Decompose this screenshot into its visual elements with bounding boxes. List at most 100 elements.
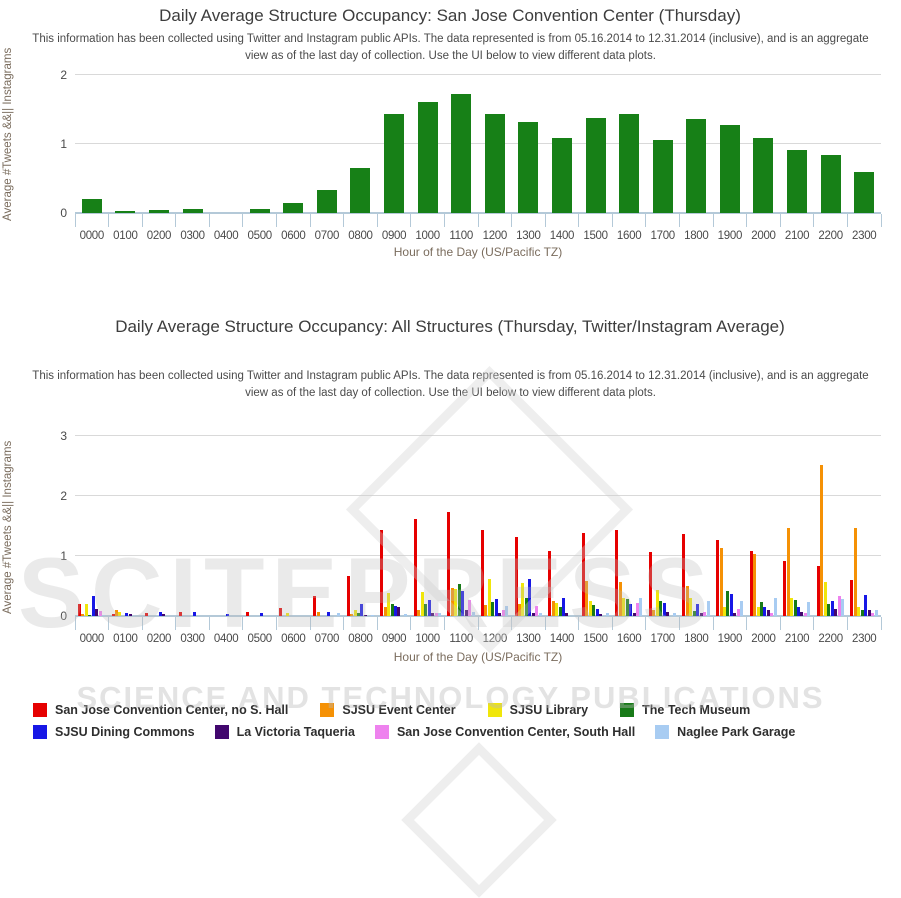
bar-0100-series-1 (115, 610, 119, 616)
bar-2000-series-5 (766, 610, 770, 616)
bar-1400-series-5 (565, 613, 569, 616)
chart2-plot-area: 0 1 2 3 0000 0100 0200 0300 0400 0500 0600 0700 0800… (60, 429, 882, 645)
bar-0000-series-4 (91, 596, 95, 616)
bar-1400-series-2 (555, 602, 559, 616)
bar-2000-series-1 (753, 554, 757, 616)
bar-2200-series-1 (820, 464, 824, 616)
bar-2000-series-7 (773, 598, 777, 616)
legend-swatch-icon (33, 703, 47, 717)
bar-1600-series-6 (636, 602, 640, 616)
legend-item-la-victoria-taqueria[interactable]: La Victoria Taqueria (214, 725, 355, 739)
x-tick-label-0000: 0000 (79, 230, 105, 242)
x-tick-label-1100: 1100 (449, 230, 473, 242)
x-tick-label-0500: 0500 (247, 230, 273, 242)
x-tick-label-1100: 1100 (449, 633, 473, 645)
legend-item-the-tech-museum[interactable]: The Tech Museum (620, 703, 750, 717)
bar-1900-series-5 (733, 613, 737, 616)
bar-2300-series-5 (867, 610, 871, 616)
x-tick-mark (175, 617, 177, 630)
bar-1100-series-4 (461, 591, 465, 616)
x-tick-label-0600: 0600 (281, 230, 306, 242)
x-tick-label-2200: 2200 (818, 230, 843, 242)
bar-1300-series-2 (521, 583, 525, 616)
x-tick-label-2100: 2100 (784, 633, 810, 645)
bar-1500-series-1 (585, 581, 589, 616)
x-tick-mark (343, 617, 345, 630)
bar-0800-series-2 (353, 610, 357, 616)
y-tick-label: 1 (60, 137, 67, 151)
legend-item-sjsu-event-center[interactable]: SJSU Event Center (320, 703, 456, 717)
bar-2300-series-3 (860, 610, 864, 616)
bar-0100-series-4 (125, 613, 129, 616)
x-tick-label-0500: 0500 (247, 633, 273, 645)
legend-item-sjsu-dining-commons[interactable]: SJSU Dining Commons (33, 725, 195, 739)
bar-0500 (249, 208, 270, 213)
bar-1100-series-2 (454, 589, 458, 616)
bar-1600 (619, 113, 640, 213)
bar-1700-series-5 (666, 612, 670, 616)
x-tick-label-1200: 1200 (482, 230, 508, 242)
gridline-y1 (75, 143, 881, 144)
bar-0700-series-1 (316, 612, 320, 616)
bar-1800 (686, 119, 707, 213)
bar-1800-series-5 (699, 613, 703, 616)
x-tick-mark (376, 617, 378, 630)
x-tick-mark (511, 214, 513, 227)
x-tick-mark (746, 214, 748, 227)
legend-swatch-icon (620, 703, 635, 717)
bar-1800-series-3 (692, 611, 696, 616)
x-tick-mark (74, 214, 76, 227)
x-tick-label-0300: 0300 (180, 633, 205, 645)
x-tick-mark (141, 617, 143, 630)
bar-1300-series-0 (514, 536, 518, 616)
legend-item-san-jose-convention-center-no-s-hall[interactable]: San Jose Convention Center, no S. Hall (33, 703, 288, 717)
bar-1800-series-7 (706, 601, 710, 616)
bar-1600-series-5 (632, 613, 636, 616)
bar-0700-series-0 (313, 596, 317, 616)
bar-2000-series-0 (749, 551, 753, 616)
bar-0200-series-5 (162, 613, 166, 616)
legend-row-1: San Jose Convention Center, no S. Hall SJ… (33, 703, 883, 717)
bar-0800-series-3 (357, 613, 360, 616)
legend-item-san-jose-convention-center-south-hall[interactable]: San Jose Convention Center, South Hall (374, 725, 636, 739)
y-tick-label: 3 (60, 429, 67, 443)
bar-2100-series-4 (797, 607, 801, 616)
legend-item-sjsu-library[interactable]: SJSU Library (487, 703, 588, 717)
bar-0200 (148, 209, 169, 213)
x-axis-line (75, 615, 881, 617)
legend-label: San Jose Convention Center, South Hall (396, 725, 636, 739)
y-tick-label: 0 (60, 206, 67, 220)
x-tick-label-1800: 1800 (684, 230, 709, 242)
x-tick-label-1700: 1700 (650, 230, 676, 242)
bar-1400-series-3 (558, 607, 562, 616)
bar-1200-series-5 (498, 613, 502, 616)
legend-item-naglee-park-garage[interactable]: Naglee Park Garage (655, 725, 795, 739)
bar-1900 (719, 125, 740, 213)
legend-label: SJSU Dining Commons (55, 725, 195, 739)
bar-0900-series-1 (383, 607, 387, 616)
y-tick-label: 2 (60, 489, 67, 503)
x-tick-mark (846, 617, 848, 630)
bar-2100-series-2 (790, 598, 794, 616)
x-tick-mark (208, 617, 210, 630)
x-tick-mark (477, 214, 479, 227)
bar-1600-series-3 (625, 599, 629, 616)
chart2-title: Daily Average Structure Occupancy: All S… (115, 317, 785, 336)
bar-1600-series-0 (615, 529, 619, 616)
x-tick-mark (108, 617, 110, 630)
x-tick-mark (276, 617, 277, 630)
bar-0900-series-5 (397, 607, 401, 616)
bar-2100-series-6 (803, 613, 807, 616)
x-tick-label-0800: 0800 (348, 633, 373, 645)
bar-1800-series-0 (682, 534, 686, 616)
x-tick-mark (712, 617, 714, 630)
x-tick-mark (880, 214, 882, 227)
bar-1500-series-2 (588, 601, 592, 616)
x-tick-mark (779, 617, 781, 630)
bar-1400 (551, 137, 572, 213)
bar-2100-series-7 (807, 602, 811, 616)
bar-2200-series-7 (840, 599, 844, 616)
x-tick-label-1000: 1000 (415, 633, 440, 645)
bar-0600 (283, 203, 304, 213)
bar-0500-series-0 (245, 612, 249, 616)
